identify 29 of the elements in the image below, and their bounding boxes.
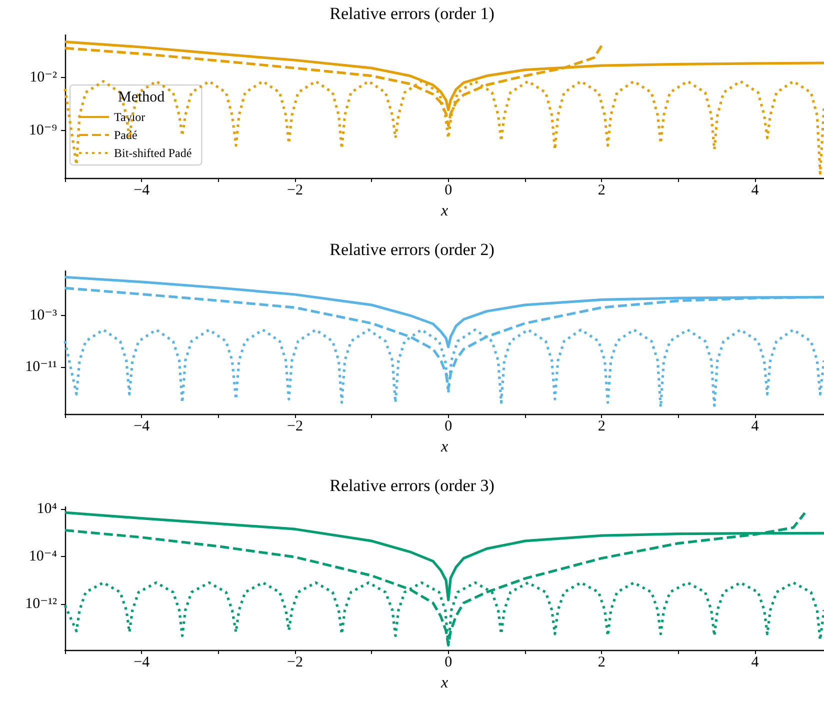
x-tick-label: −4 <box>134 418 150 434</box>
x-axis-title: x <box>440 438 448 456</box>
x-tick-label: −4 <box>134 654 150 670</box>
chart-title: Relative errors (order 2) <box>330 240 494 259</box>
x-axis-title: x <box>440 202 448 220</box>
x-tick-label: 2 <box>598 654 606 670</box>
x-tick-label: 2 <box>598 418 606 434</box>
chart-title: Relative errors (order 3) <box>330 476 494 495</box>
x-tick-label: 0 <box>444 418 452 434</box>
x-tick-label: 4 <box>751 182 760 198</box>
legend-label: Bit-shifted Padé <box>114 146 192 160</box>
x-tick-label: −2 <box>287 418 303 434</box>
x-axis-title: x <box>440 674 448 692</box>
x-tick-label: 0 <box>444 654 452 670</box>
x-tick-label: 4 <box>751 654 760 670</box>
x-tick-label: 4 <box>751 418 760 434</box>
y-tick-label: 10⁻⁹ <box>28 122 57 138</box>
y-tick-label: 10⁻³ <box>30 307 58 324</box>
x-tick-label: −2 <box>287 182 303 198</box>
x-tick-label: 0 <box>444 182 452 198</box>
x-tick-label: −4 <box>134 182 150 198</box>
y-tick-label: 10⁴ <box>36 500 57 517</box>
x-tick-label: −2 <box>287 654 303 670</box>
y-tick-label: 10⁻⁴ <box>28 548 57 564</box>
y-tick-label: 10⁻¹² <box>25 596 58 612</box>
x-tick-label: 2 <box>598 182 606 198</box>
y-tick-label: 10⁻² <box>30 69 58 86</box>
chart-title: Relative errors (order 1) <box>330 4 494 23</box>
y-tick-label: 10⁻¹¹ <box>25 358 57 375</box>
